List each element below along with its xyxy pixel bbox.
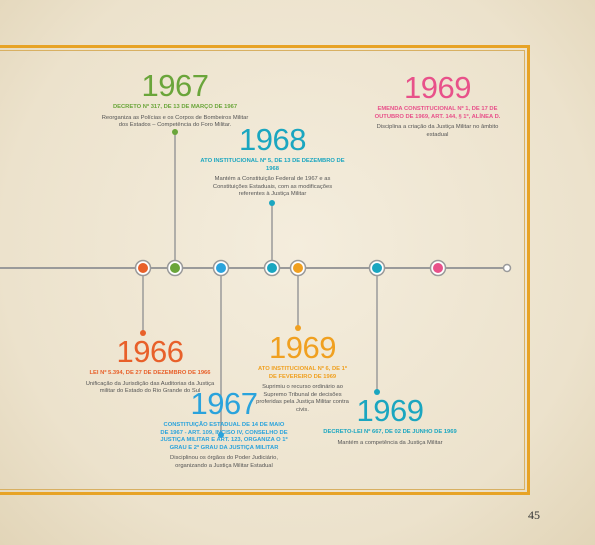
node [293, 263, 303, 273]
event-heading: ATO INSTITUCIONAL Nº 6, DE 1º DE FEVEREI… [258, 366, 347, 380]
event-year: 1969 [404, 70, 471, 105]
event-text: Mantém a Constituição Federal de 1967 e … [212, 176, 333, 197]
event: 1968 ATO INSTITUCIONAL Nº 5, DE 13 DE DEZ… [200, 124, 345, 199]
stem-dot [269, 200, 275, 206]
event-text: Disciplinou os órgãos do Poder Judiciári… [170, 455, 278, 469]
node [433, 263, 443, 273]
timeline-end [502, 263, 512, 273]
event-year: 1967 [141, 68, 209, 103]
event-year: 1967 [190, 386, 258, 421]
event-text: Suprimiu o recurso ordinário ao Supremo … [256, 384, 349, 413]
node [216, 263, 226, 273]
node [372, 263, 382, 273]
stem-dot [374, 389, 380, 395]
stem-dot [295, 325, 301, 331]
event: 1969 ATO INSTITUCIONAL Nº 6, DE 1º DE FEV… [255, 332, 350, 414]
frame-inner [0, 50, 525, 490]
event-heading: DECRETO-LEI Nº 667, DE 02 DE JUNHO DE 19… [323, 429, 457, 435]
event: 1967 CONSTITUIÇÃO ESTADUAL DE 14 DE MAIO … [160, 388, 288, 470]
event-heading: ATO INSTITUCIONAL Nº 5, DE 13 DE DEZEMBR… [200, 158, 345, 172]
event-year: 1969 [356, 393, 424, 428]
stem-dot [218, 432, 224, 438]
event-text: Unificação da Jurisdição das Auditorias … [85, 380, 215, 395]
event-year: 1968 [239, 122, 306, 157]
event: 1967 DECRETO Nº 317, DE 13 DE MARÇO DE 19… [100, 70, 250, 130]
stem-dot [172, 129, 178, 135]
event-heading: LEI Nº 5.394, DE 27 DE DEZEMBRO DE 1966 [89, 370, 211, 376]
node [170, 263, 180, 273]
event-heading: CONSTITUIÇÃO ESTADUAL DE 14 DE MAIO DE 1… [160, 422, 288, 451]
event-year: 1966 [116, 334, 184, 369]
node [267, 263, 277, 273]
event-heading: EMENDA CONSTITUCIONAL Nº 1, DE 17 DE OUT… [374, 106, 501, 120]
event: 1969 DECRETO-LEI Nº 667, DE 02 DE JUNHO D… [320, 395, 460, 447]
event-text: Disciplina a criação da Justiça Militar … [376, 124, 499, 138]
event-text: Mantém a competência da Justiça Militar [337, 439, 443, 446]
event-year: 1969 [269, 330, 336, 365]
event-text: Reorganiza as Polícias e os Corpos de Bo… [101, 114, 249, 129]
page-number: 45 [528, 508, 540, 522]
node [138, 263, 148, 273]
event-heading: DECRETO Nº 317, DE 13 DE MARÇO DE 1967 [112, 104, 238, 110]
frame [0, 45, 530, 495]
event: 1969 EMENDA CONSTITUCIONAL Nº 1, DE 17 DE… [370, 72, 505, 139]
event: 1966 LEI Nº 5.394, DE 27 DE DEZEMBRO DE 1… [85, 336, 215, 396]
stem-dot [140, 330, 146, 336]
